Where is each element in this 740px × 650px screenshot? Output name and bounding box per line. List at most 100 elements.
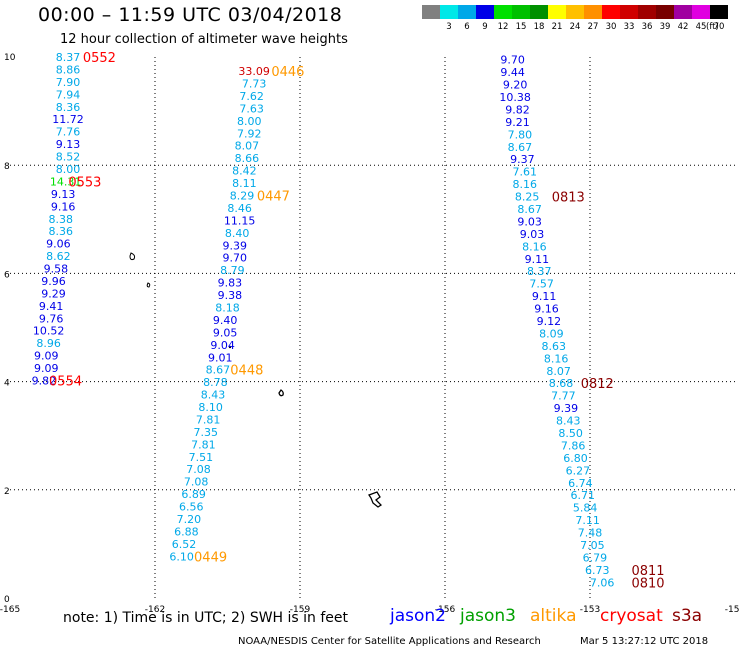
swh-label: 9.06 (46, 238, 71, 251)
swh-label: 9.09 (34, 362, 59, 375)
swh-label: 14.31 (50, 175, 82, 188)
y-tick-label: 0 (4, 595, 10, 605)
pass-time-label: 0552 (83, 51, 116, 66)
swh-label: 6.10 (169, 550, 194, 563)
swh-label: 8.78 (203, 376, 228, 389)
swh-label: 6.27 (566, 464, 591, 477)
y-tick-label: 8 (4, 162, 10, 172)
legend-jason2: jason2 (390, 606, 446, 626)
swh-label: 9.96 (41, 275, 66, 288)
legend-swatch (440, 5, 458, 19)
swh-label: 9.01 (208, 351, 233, 364)
swh-label: 7.94 (56, 88, 81, 101)
swh-label: 5.84 (573, 502, 598, 515)
legend-cryosat: cryosat (600, 606, 663, 626)
coastlines (129, 252, 383, 508)
swh-label: 8.43 (201, 389, 226, 402)
swh-label: 7.11 (575, 514, 600, 527)
swh-label: 7.20 (177, 513, 202, 526)
swh-label: 9.03 (517, 215, 542, 228)
legend-label: 39 (659, 22, 671, 32)
swh-label: 9.29 (41, 287, 66, 300)
pass-time-label: 0553 (68, 175, 101, 190)
legend-swatch (494, 5, 512, 19)
swh-label: 9.20 (503, 79, 528, 92)
data-labels: 8.378.867.907.948.3611.727.769.138.528.0… (32, 51, 665, 591)
x-tick-label: -165 (0, 605, 20, 615)
swh-label: 8.62 (46, 250, 71, 263)
swh-label: 8.50 (558, 427, 583, 440)
legend-s3a: s3a (672, 606, 703, 626)
y-tick-label: 10 (4, 53, 16, 63)
pass-time-label: 0554 (49, 375, 82, 390)
swh-label: 9.38 (218, 289, 243, 302)
swh-label: 7.76 (56, 126, 81, 139)
legend-label: 12 (497, 22, 509, 32)
legend-swatch (656, 5, 674, 19)
swh-label: 6.89 (181, 488, 206, 501)
island-shape (129, 252, 136, 261)
swh-label: 9.39 (223, 239, 248, 252)
island-shape (368, 491, 383, 508)
swh-label: 8.16 (522, 240, 547, 253)
swh-label: 8.37 (527, 265, 552, 278)
swh-label: 11.15 (224, 214, 256, 227)
swh-label: 8.10 (198, 401, 223, 414)
swh-label: 7.05 (580, 539, 605, 552)
swh-label: 7.63 (239, 102, 264, 115)
swh-label: 8.67 (206, 364, 231, 377)
swh-label: 7.48 (578, 527, 603, 540)
x-tick-label: -156 (435, 605, 456, 615)
pass-time-label: 0811 (631, 564, 664, 579)
legend-label: 36 (641, 22, 653, 32)
swh-label: 11.72 (52, 113, 84, 126)
swh-label: 8.38 (49, 213, 74, 226)
swh-label: 9.09 (34, 350, 59, 363)
y-tick-label: 6 (4, 270, 10, 280)
legend-swatch (566, 5, 584, 19)
legend-label: 42 (677, 22, 689, 32)
pass-time-label: 0447 (257, 189, 290, 204)
swh-label: 6.80 (563, 452, 588, 465)
swh-label: 8.96 (36, 337, 61, 350)
swh-label: 7.57 (529, 278, 554, 291)
legend-label: 24 (569, 22, 581, 32)
generated-timestamp: Mar 5 13:27:12 UTC 2018 (580, 636, 709, 647)
swh-label: 9.82 (32, 375, 57, 388)
legend-swatch (530, 5, 548, 19)
legend-label: 15 (515, 22, 527, 32)
swh-label: 8.16 (513, 178, 538, 191)
swh-label: 9.76 (39, 312, 64, 325)
swh-label: 7.86 (561, 439, 586, 452)
swh-label: 7.73 (242, 78, 267, 91)
swh-label: 8.79 (220, 264, 245, 277)
swh-label: 8.68 (549, 377, 574, 390)
swh-label: 7.08 (186, 463, 211, 476)
swh-label: 9.37 (510, 153, 535, 166)
swh-label: 8.09 (539, 327, 564, 340)
swh-label: 7.77 (551, 390, 576, 403)
swh-label: 7.35 (194, 426, 219, 439)
swh-label: 8.00 (237, 115, 262, 128)
legend-swatch (584, 5, 602, 19)
legend-label: 21 (551, 22, 563, 32)
pass-time-label: 0449 (194, 550, 227, 565)
swh-label: 8.86 (56, 63, 81, 76)
swh-label: 7.61 (513, 166, 538, 179)
swh-label: 9.70 (500, 54, 525, 67)
chart-subtitle: 12 hour collection of altimeter wave hei… (60, 32, 348, 47)
legend-swatch (638, 5, 656, 19)
pass-time-label: 0810 (631, 576, 664, 591)
x-tick-label: -150 (725, 605, 740, 615)
swh-label: 9.70 (223, 252, 248, 265)
legend-label: 30 (605, 22, 617, 32)
swh-label: 10.52 (33, 325, 65, 338)
swh-label: 9.40 (213, 314, 238, 327)
swh-label: 8.42 (232, 165, 257, 178)
swh-label: 8.00 (56, 163, 81, 176)
island-shape (228, 345, 232, 349)
swh-label: 9.13 (51, 188, 76, 201)
pass-time-label: 0446 (271, 65, 304, 80)
swh-label: 8.66 (235, 152, 260, 165)
